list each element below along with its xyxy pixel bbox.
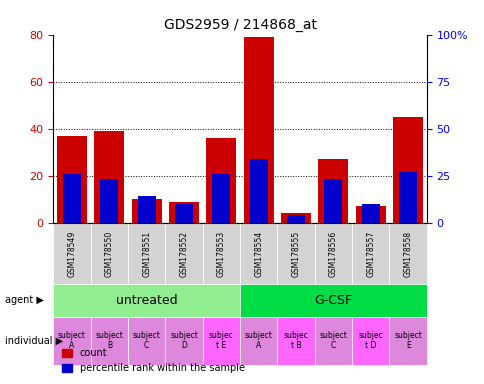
Bar (324, 179, 342, 223)
Text: subject
E: subject E (393, 331, 421, 351)
FancyBboxPatch shape (165, 317, 202, 365)
FancyBboxPatch shape (165, 223, 202, 284)
Title: GDS2959 / 214868_at: GDS2959 / 214868_at (163, 18, 316, 32)
Bar (398, 172, 416, 223)
FancyBboxPatch shape (128, 223, 165, 284)
Bar (137, 196, 155, 223)
Bar (212, 174, 230, 223)
FancyBboxPatch shape (277, 223, 314, 284)
FancyBboxPatch shape (351, 223, 389, 284)
Bar (281, 214, 310, 223)
Bar (169, 202, 198, 223)
FancyBboxPatch shape (202, 317, 240, 365)
FancyBboxPatch shape (53, 223, 91, 284)
FancyBboxPatch shape (314, 317, 351, 365)
Text: GSM178552: GSM178552 (179, 230, 188, 276)
Text: subject
D: subject D (170, 331, 197, 351)
FancyBboxPatch shape (53, 317, 91, 365)
Text: agent ▶: agent ▶ (5, 295, 44, 306)
FancyBboxPatch shape (351, 317, 389, 365)
Bar (355, 206, 385, 223)
Text: subject
A: subject A (244, 331, 272, 351)
Bar (100, 179, 118, 223)
Text: GSM178551: GSM178551 (142, 230, 151, 276)
FancyBboxPatch shape (389, 223, 426, 284)
Text: GSM178556: GSM178556 (328, 230, 337, 276)
Bar (361, 204, 379, 223)
Bar (132, 199, 161, 223)
Bar (318, 159, 348, 223)
Bar (206, 138, 236, 223)
FancyBboxPatch shape (202, 223, 240, 284)
Text: subject
B: subject B (95, 331, 123, 351)
Text: GSM178557: GSM178557 (365, 230, 375, 276)
Text: GSM178555: GSM178555 (291, 230, 300, 276)
Text: GSM178553: GSM178553 (216, 230, 226, 276)
Bar (57, 136, 87, 223)
Text: subject
C: subject C (319, 331, 347, 351)
FancyBboxPatch shape (53, 284, 240, 317)
FancyBboxPatch shape (128, 317, 165, 365)
Bar (63, 174, 81, 223)
FancyBboxPatch shape (240, 317, 277, 365)
FancyBboxPatch shape (277, 317, 314, 365)
Bar (175, 204, 193, 223)
Text: GSM178550: GSM178550 (105, 230, 114, 276)
Text: subject
C: subject C (133, 331, 160, 351)
Text: GSM178558: GSM178558 (403, 230, 412, 276)
Text: subjec
t D: subjec t D (358, 331, 382, 351)
Text: subject
A: subject A (58, 331, 86, 351)
FancyBboxPatch shape (240, 223, 277, 284)
FancyBboxPatch shape (91, 223, 128, 284)
Text: subjec
t E: subjec t E (209, 331, 233, 351)
Text: individual ▶: individual ▶ (5, 336, 63, 346)
Bar (243, 37, 273, 223)
Text: GSM178554: GSM178554 (254, 230, 263, 276)
FancyBboxPatch shape (240, 284, 426, 317)
Text: G-CSF: G-CSF (314, 294, 352, 307)
Text: GSM178549: GSM178549 (67, 230, 76, 276)
Text: subjec
t B: subjec t B (283, 331, 308, 351)
Text: untreated: untreated (116, 294, 177, 307)
FancyBboxPatch shape (314, 223, 351, 284)
Bar (94, 131, 124, 223)
FancyBboxPatch shape (91, 317, 128, 365)
Bar (287, 215, 304, 223)
Bar (249, 159, 267, 223)
Bar (393, 117, 422, 223)
Legend: count, percentile rank within the sample: count, percentile rank within the sample (58, 344, 248, 377)
FancyBboxPatch shape (389, 317, 426, 365)
